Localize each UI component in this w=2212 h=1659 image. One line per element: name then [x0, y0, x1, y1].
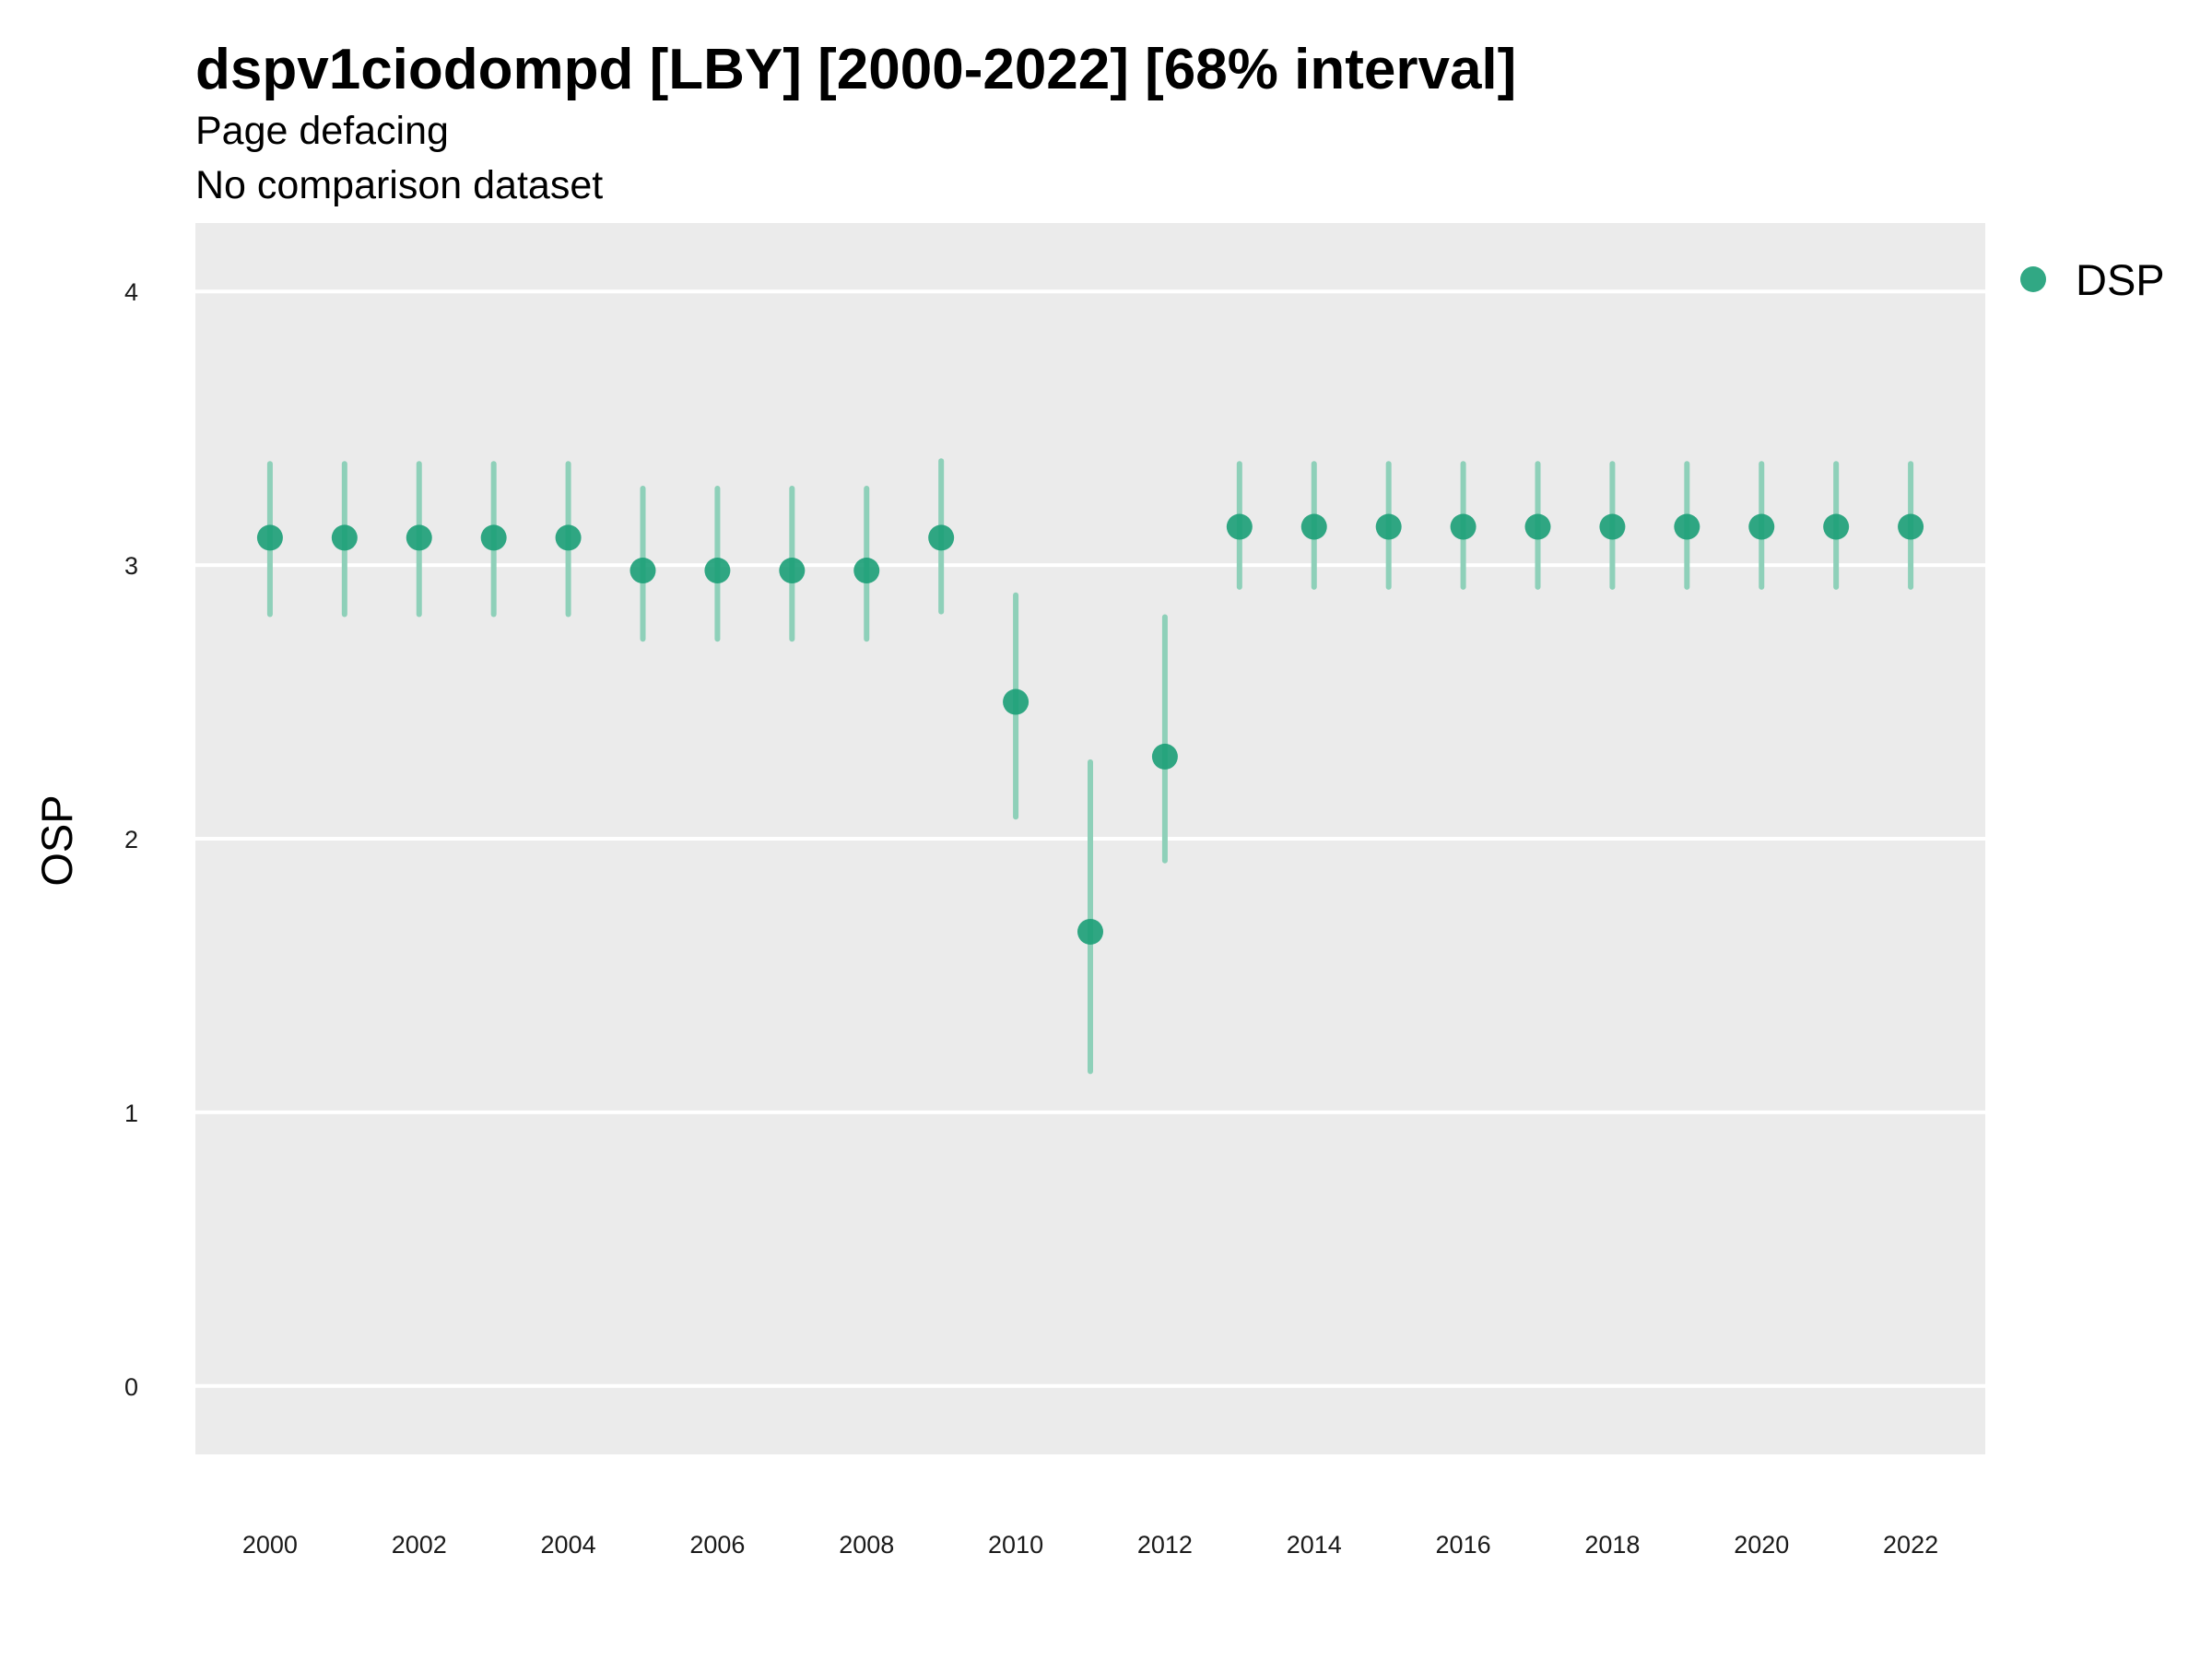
data-point	[555, 524, 582, 551]
y-tick-label: 3	[124, 552, 138, 580]
data-point	[1300, 513, 1327, 540]
y-tick-labels: 0 1 2 3 4	[124, 278, 138, 1401]
x-tick-label: 2006	[689, 1531, 745, 1559]
chart-title: dspv1ciodompd [LBY] [2000-2022] [68% int…	[195, 38, 1516, 101]
x-tick-label: 2012	[1137, 1531, 1193, 1559]
data-point	[1077, 918, 1103, 945]
x-tick-label: 2010	[988, 1531, 1043, 1559]
x-tick-label: 2008	[839, 1531, 894, 1559]
x-tick-label: 2020	[1734, 1531, 1789, 1559]
y-tick-label: 2	[124, 826, 138, 853]
data-point	[928, 524, 955, 551]
legend: DSP	[2020, 255, 2165, 304]
data-point	[629, 558, 656, 584]
data-point	[406, 524, 432, 551]
data-point	[331, 524, 358, 551]
legend-label-dsp: DSP	[2076, 255, 2165, 304]
data-point	[1748, 513, 1775, 540]
x-tick-labels: 2000 2002 2004 2006 2008 2010 2012 2014 2016 2018…	[242, 1531, 1938, 1559]
x-tick-label: 2022	[1883, 1531, 1938, 1559]
data-point	[853, 558, 880, 584]
chart-subtitle-2: No comparison dataset	[195, 163, 603, 207]
x-tick-label: 2002	[392, 1531, 447, 1559]
chart-subtitle-1: Page defacing	[195, 109, 449, 153]
data-point	[1003, 688, 1030, 715]
data-point	[480, 524, 507, 551]
data-point	[256, 524, 283, 551]
legend-key-dsp	[2020, 266, 2046, 292]
data-point	[1599, 513, 1626, 540]
data-point	[1450, 513, 1477, 540]
data-point	[1524, 513, 1551, 540]
x-tick-label: 2004	[541, 1531, 596, 1559]
data-point	[1823, 513, 1850, 540]
data-point	[1226, 513, 1253, 540]
x-tick-label: 2000	[242, 1531, 298, 1559]
y-axis-title: OSP	[32, 794, 81, 886]
x-tick-label: 2016	[1436, 1531, 1491, 1559]
data-point	[779, 558, 806, 584]
x-tick-label: 2018	[1584, 1531, 1640, 1559]
data-point	[1898, 513, 1924, 540]
y-tick-label: 4	[124, 278, 138, 306]
data-points	[256, 513, 1924, 945]
data-point	[704, 558, 731, 584]
x-tick-label: 2014	[1287, 1531, 1342, 1559]
data-point	[1375, 513, 1402, 540]
y-tick-label: 0	[124, 1373, 138, 1401]
y-tick-label: 1	[124, 1100, 138, 1127]
data-point	[1674, 513, 1700, 540]
data-point	[1151, 743, 1178, 770]
